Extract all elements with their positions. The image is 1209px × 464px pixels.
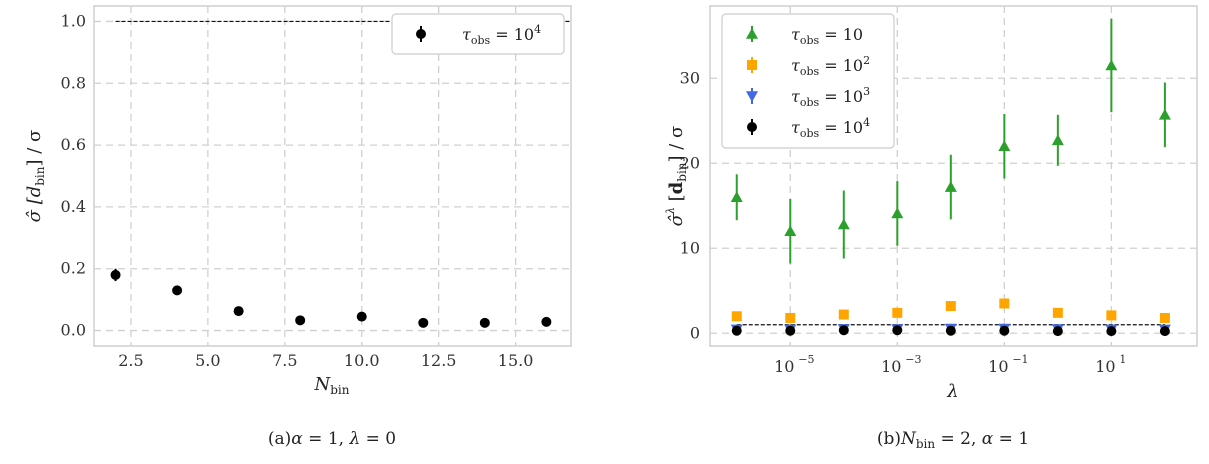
x-axis-label-b: λ xyxy=(946,381,958,402)
x-axis-label-a: Nbin xyxy=(314,374,350,397)
data-point xyxy=(1105,59,1118,71)
y-tick-label: 0.6 xyxy=(61,135,86,154)
legend-label: τobs = 103 xyxy=(791,85,870,109)
data-point xyxy=(999,298,1010,309)
data-point xyxy=(785,312,796,323)
marks-a xyxy=(110,268,552,328)
plot-area-a xyxy=(93,5,572,347)
y-axis-label-b: σ̂λ [dbin] / σ xyxy=(664,126,689,227)
x-tick-label: 10 xyxy=(881,357,901,376)
legend-marker xyxy=(416,29,426,39)
x-tick-label: 10 xyxy=(1095,357,1115,376)
data-point xyxy=(1159,326,1170,337)
y-tick-label: 10 xyxy=(680,238,700,257)
data-point xyxy=(356,311,367,322)
data-point xyxy=(295,315,306,326)
data-point xyxy=(944,181,957,192)
y-tick-label: 20 xyxy=(680,153,700,172)
legend-label: τobs = 104 xyxy=(791,116,870,140)
legend-a: τobs = 104 xyxy=(391,13,565,55)
marks-b xyxy=(730,18,1171,337)
legend-marker xyxy=(746,91,758,102)
x-tick-label: 10.0 xyxy=(344,351,380,370)
y-tick-label: 30 xyxy=(680,68,700,87)
data-point xyxy=(998,140,1011,152)
data-point xyxy=(838,309,849,320)
caption-a: (a)α = 1, λ = 0 xyxy=(268,429,396,449)
chart-a: 2.5 5.0 7.5 10.0 12.5 15.00.00.20.40.60.81.0 … xyxy=(24,5,572,449)
legend-marker xyxy=(746,28,758,39)
x-tick-label: 7.5 xyxy=(272,351,297,370)
data-point xyxy=(418,317,429,328)
data-point xyxy=(1158,108,1171,120)
data-point xyxy=(837,218,850,230)
data-point xyxy=(541,316,552,327)
data-point xyxy=(892,307,903,318)
data-point xyxy=(999,325,1010,336)
data-point xyxy=(784,225,797,237)
data-point xyxy=(479,317,490,328)
data-point xyxy=(1052,307,1063,318)
y-axis-label-a: σ̂ [dbin] / σ xyxy=(24,130,47,223)
data-point xyxy=(838,325,849,336)
ticks-a: 2.5 5.0 7.5 10.0 12.5 15.0 0.0 0.2 0.4 0.6 0.8 1.0 xyxy=(61,11,534,370)
data-point xyxy=(730,191,743,203)
data-point xyxy=(1159,312,1170,323)
y-tick-label: 0.4 xyxy=(61,197,86,216)
y-tick-label: 0 xyxy=(690,323,700,342)
y-tick-label: 0.8 xyxy=(61,73,86,92)
legend-b: τobs = 10 τobs = 102 τobs = 103 τobs = 104 xyxy=(721,13,895,149)
legend-box xyxy=(721,13,895,149)
legend-box xyxy=(391,13,565,55)
x-tick-exponent: −3 xyxy=(905,353,921,366)
caption-b: (b)Nbin = 2, α = 1 xyxy=(877,429,1029,451)
data-point xyxy=(731,325,742,336)
data-point xyxy=(891,207,904,219)
legend-label: τobs = 10 xyxy=(791,25,863,47)
x-tick-label: 10 xyxy=(774,357,794,376)
data-point xyxy=(945,301,956,312)
x-tick-label: 2.5 xyxy=(118,351,143,370)
y-tick-label: 1.0 xyxy=(61,11,86,30)
legend-label: τobs = 104 xyxy=(462,23,541,47)
x-tick-label: 12.5 xyxy=(421,351,457,370)
y-tick-label: 0.2 xyxy=(61,259,86,278)
data-point xyxy=(172,285,183,296)
data-point xyxy=(1051,134,1064,146)
legend-marker xyxy=(747,122,757,132)
data-point xyxy=(1052,326,1063,337)
data-point xyxy=(1106,310,1117,321)
legend-marker xyxy=(747,60,757,70)
x-tick-exponent: 1 xyxy=(1119,353,1126,366)
data-point xyxy=(945,325,956,336)
data-point xyxy=(110,269,121,280)
data-point xyxy=(731,311,742,322)
data-point xyxy=(1106,326,1117,337)
x-tick-label: 10 xyxy=(988,357,1008,376)
x-tick-label: 15.0 xyxy=(498,351,534,370)
data-point xyxy=(892,325,903,336)
data-point xyxy=(233,306,244,317)
x-tick-label: 5.0 xyxy=(195,351,220,370)
legend-label: τobs = 102 xyxy=(791,54,870,78)
x-tick-exponent: −1 xyxy=(1012,353,1028,366)
y-tick-label: 0.0 xyxy=(61,321,86,340)
data-point xyxy=(785,325,796,336)
x-tick-exponent: −5 xyxy=(798,353,814,366)
